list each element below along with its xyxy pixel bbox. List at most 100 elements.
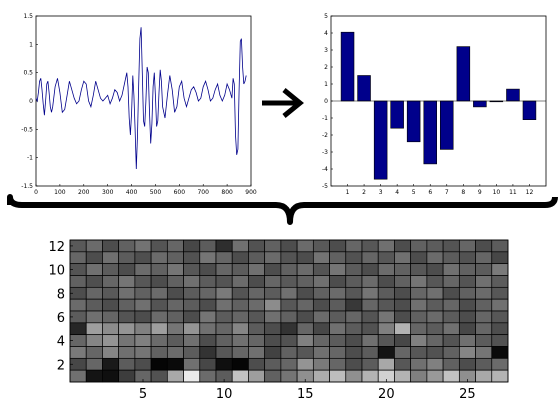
heatmap-cell [312, 263, 330, 276]
heatmap-cell [215, 346, 233, 359]
signal-x-tick-label: 0 [34, 189, 38, 196]
heatmap-cell [231, 346, 249, 359]
heatmap-cell [134, 239, 152, 253]
heatmap-cell [280, 286, 298, 300]
heatmap-cell [248, 334, 266, 347]
heatmap-cell [312, 239, 330, 253]
bar-x-tick-label: 12 [526, 189, 534, 196]
heatmap-cell [458, 239, 476, 253]
heatmap-cell [491, 310, 509, 324]
heatmap-cell [491, 251, 509, 265]
heatmap-cell [199, 275, 217, 288]
heatmap-cell [410, 239, 428, 253]
heatmap-cell [231, 239, 249, 253]
heatmap-cell [491, 334, 509, 347]
heatmap-cell [102, 263, 120, 276]
heatmap-cell [85, 322, 103, 336]
heatmap-cell [442, 369, 460, 383]
heatmap-frame [69, 239, 509, 383]
heatmap-cell [345, 357, 363, 371]
heatmap-cell [377, 346, 395, 359]
heatmap-cell [442, 239, 460, 253]
heatmap-cell [361, 239, 379, 253]
heatmap-cell [280, 263, 298, 276]
heatmap-cell [458, 357, 476, 371]
heatmap-cell [102, 239, 120, 253]
heatmap-cell [312, 298, 330, 312]
bar-x-tick-label: 11 [509, 189, 517, 196]
heatmap-cell [183, 369, 201, 383]
heatmap-cell [264, 369, 282, 383]
heatmap-cell [296, 298, 314, 312]
heatmap-cell [312, 286, 330, 300]
heatmap-cell [166, 369, 184, 383]
heatmap-cell [199, 310, 217, 324]
heatmap-x-tick-label: 25 [459, 387, 476, 402]
heatmap-cell [150, 263, 168, 276]
heatmap-cell [458, 286, 476, 300]
heatmap-cell [183, 286, 201, 300]
heatmap-cell [102, 322, 120, 336]
heatmap-cell [426, 334, 444, 347]
heatmap-cell [166, 357, 184, 371]
heatmap-cell [118, 310, 136, 324]
heatmap-cell [345, 334, 363, 347]
heatmap-cell [85, 369, 103, 383]
heatmap-cell [426, 322, 444, 336]
heatmap-cell [394, 298, 412, 312]
heatmap-cell [134, 310, 152, 324]
bar-y-tick-label: -5 [322, 183, 328, 190]
heatmap-cell [491, 346, 509, 359]
heatmap-cell [475, 275, 493, 288]
heatmap-cell [394, 263, 412, 276]
heatmap-cell [248, 346, 266, 359]
heatmap-cell [199, 357, 217, 371]
heatmap-cell [231, 263, 249, 276]
heatmap-cell [85, 275, 103, 288]
bar-x-tick-label: 10 [493, 189, 501, 196]
heatmap-cell [248, 322, 266, 336]
bar-y-tick-label: -3 [322, 149, 328, 156]
bar-x-tick-label: 8 [461, 189, 465, 196]
heatmap-cell [475, 286, 493, 300]
heatmap-cell [410, 369, 428, 383]
heatmap-cell [264, 286, 282, 300]
heatmap-cell [183, 298, 201, 312]
heatmap-cell [183, 275, 201, 288]
heatmap-cell [85, 263, 103, 276]
heatmap-cell [215, 251, 233, 265]
heatmap-cell [312, 275, 330, 288]
heatmap-cell [394, 357, 412, 371]
heatmap-cell [345, 286, 363, 300]
heatmap-cell [394, 286, 412, 300]
heatmap-cell [134, 286, 152, 300]
heatmap-cell [231, 334, 249, 347]
signal-series-line [35, 27, 247, 170]
heatmap-y-tick-label: 10 [48, 264, 65, 279]
heatmap-cell [150, 322, 168, 336]
heatmap-cell [102, 275, 120, 288]
heatmap-cell [69, 298, 87, 312]
heatmap-cell [85, 298, 103, 312]
bar-y-tick-label: 1 [324, 81, 328, 88]
heatmap-cell [215, 357, 233, 371]
heatmap-cell [361, 286, 379, 300]
heatmap-cell [199, 369, 217, 383]
heatmap-cell [442, 346, 460, 359]
heatmap-cell [296, 263, 314, 276]
signal-x-tick-label: 500 [150, 189, 162, 196]
heatmap-cell [329, 346, 347, 359]
heatmap-cell [248, 369, 266, 383]
signal-y-tick-label: -1.5 [21, 183, 33, 190]
heatmap-cell [166, 275, 184, 288]
heatmap-cell [118, 322, 136, 336]
heatmap-cell [69, 346, 87, 359]
heatmap-cell [491, 322, 509, 336]
bar [340, 31, 355, 102]
heatmap-cell [458, 334, 476, 347]
signal-y-tick-label: -1 [27, 155, 33, 162]
heatmap-cell [231, 322, 249, 336]
heatmap-cell [199, 298, 217, 312]
heatmap-cell [475, 334, 493, 347]
heatmap-cell [134, 298, 152, 312]
